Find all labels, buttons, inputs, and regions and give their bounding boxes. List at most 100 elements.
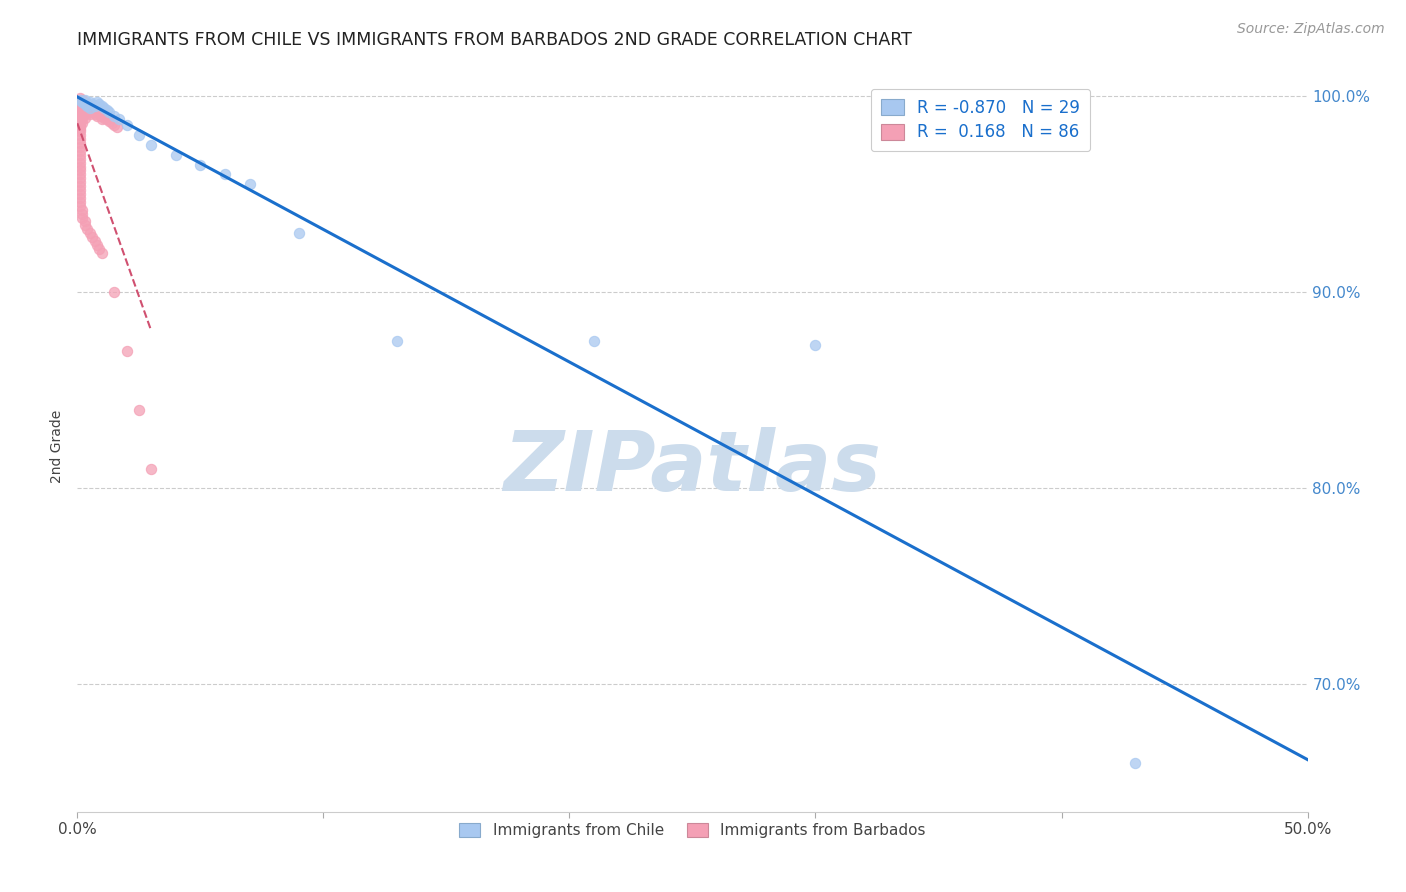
Point	[73, 96, 96, 111]
Point	[69, 199, 91, 213]
Point	[70, 112, 93, 127]
Point	[101, 116, 124, 130]
Point	[73, 111, 96, 125]
Point	[69, 171, 91, 186]
Point	[70, 202, 93, 217]
Point	[70, 96, 93, 111]
Point	[76, 96, 98, 111]
Point	[93, 111, 115, 125]
Point	[69, 148, 91, 162]
Point	[69, 93, 91, 107]
Point	[103, 119, 125, 133]
Point	[89, 96, 111, 111]
Point	[70, 206, 93, 220]
Point	[70, 101, 93, 115]
Point	[90, 99, 114, 113]
Point	[69, 93, 91, 107]
Point	[93, 101, 115, 115]
Point	[90, 109, 114, 123]
Point	[69, 140, 91, 154]
Point	[105, 120, 128, 135]
Point	[70, 95, 93, 109]
Point	[82, 96, 104, 111]
Point	[69, 194, 91, 209]
Point	[82, 230, 104, 244]
Point	[128, 128, 150, 143]
Point	[79, 99, 101, 113]
Point	[239, 178, 262, 192]
Point	[69, 155, 91, 169]
Point	[69, 119, 91, 133]
Point	[69, 132, 91, 146]
Text: IMMIGRANTS FROM CHILE VS IMMIGRANTS FROM BARBADOS 2ND GRADE CORRELATION CHART: IMMIGRANTS FROM CHILE VS IMMIGRANTS FROM…	[77, 31, 912, 49]
Point	[73, 93, 96, 107]
Point	[83, 103, 105, 117]
Point	[73, 219, 96, 233]
Point	[73, 95, 96, 109]
Point	[804, 338, 827, 352]
Point	[70, 116, 93, 130]
Point	[115, 343, 138, 358]
Point	[73, 103, 96, 117]
Point	[86, 238, 108, 252]
Point	[141, 138, 163, 153]
Point	[98, 104, 121, 119]
Point	[288, 226, 311, 240]
Point	[69, 187, 91, 202]
Point	[1125, 756, 1147, 770]
Point	[108, 112, 131, 127]
Point	[69, 136, 91, 150]
Point	[76, 222, 98, 236]
Point	[89, 242, 111, 256]
Point	[69, 111, 91, 125]
Point	[76, 101, 98, 115]
Point	[583, 334, 606, 348]
Point	[96, 112, 118, 127]
Point	[69, 128, 91, 143]
Point	[83, 99, 105, 113]
Point	[82, 104, 104, 119]
Point	[69, 116, 91, 130]
Point	[69, 175, 91, 189]
Point	[70, 93, 93, 107]
Point	[70, 109, 93, 123]
Point	[73, 214, 96, 228]
Point	[69, 96, 91, 111]
Point	[69, 95, 91, 109]
Point	[69, 120, 91, 135]
Point	[73, 106, 96, 120]
Point	[188, 158, 212, 172]
Point	[79, 103, 101, 117]
Point	[86, 109, 108, 123]
Point	[69, 191, 91, 205]
Point	[69, 91, 91, 105]
Point	[69, 114, 91, 128]
Point	[89, 106, 111, 120]
Point	[69, 112, 91, 127]
Point	[69, 103, 91, 117]
Legend: Immigrants from Chile, Immigrants from Barbados: Immigrants from Chile, Immigrants from B…	[453, 816, 932, 845]
Point	[128, 402, 150, 417]
Point	[96, 103, 118, 117]
Point	[69, 124, 91, 138]
Point	[98, 114, 121, 128]
Point	[76, 99, 98, 113]
Point	[69, 122, 91, 136]
Point	[70, 104, 93, 119]
Point	[69, 106, 91, 120]
Point	[69, 101, 91, 115]
Point	[69, 160, 91, 174]
Point	[76, 104, 98, 119]
Point	[69, 179, 91, 194]
Point	[103, 109, 125, 123]
Point	[141, 461, 163, 475]
Point	[385, 334, 409, 348]
Y-axis label: 2nd Grade: 2nd Grade	[51, 409, 65, 483]
Point	[214, 168, 236, 182]
Point	[115, 119, 138, 133]
Point	[79, 101, 101, 115]
Text: Source: ZipAtlas.com: Source: ZipAtlas.com	[1237, 22, 1385, 37]
Point	[69, 168, 91, 182]
Point	[79, 95, 101, 109]
Point	[86, 95, 108, 109]
